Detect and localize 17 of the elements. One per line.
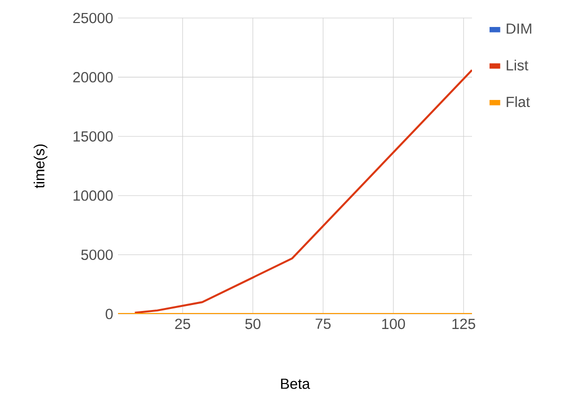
y-tick-label: 10000 <box>74 190 113 201</box>
x-tick-label: 75 <box>316 318 331 329</box>
legend-label: Flat <box>506 96 530 108</box>
y-tick-label: 0 <box>106 308 113 320</box>
x-tick-label: 125 <box>452 318 476 330</box>
legend-label: DIM <box>506 24 532 34</box>
x-tick-label: 25 <box>175 318 190 330</box>
line-series <box>134 69 472 314</box>
y-tick-label: 20000 <box>73 72 113 82</box>
y-axis-title: time(s) <box>34 144 48 188</box>
y-tick-label: 5000 <box>81 250 113 260</box>
y-tick-label: 15000 <box>74 131 113 142</box>
legend-label: List <box>506 60 528 70</box>
x-tick-label: 100 <box>382 318 405 330</box>
x-axis-title: Beta <box>281 378 310 389</box>
y-tick-label: 25000 <box>73 12 113 24</box>
x-tick-label: 50 <box>245 318 260 330</box>
